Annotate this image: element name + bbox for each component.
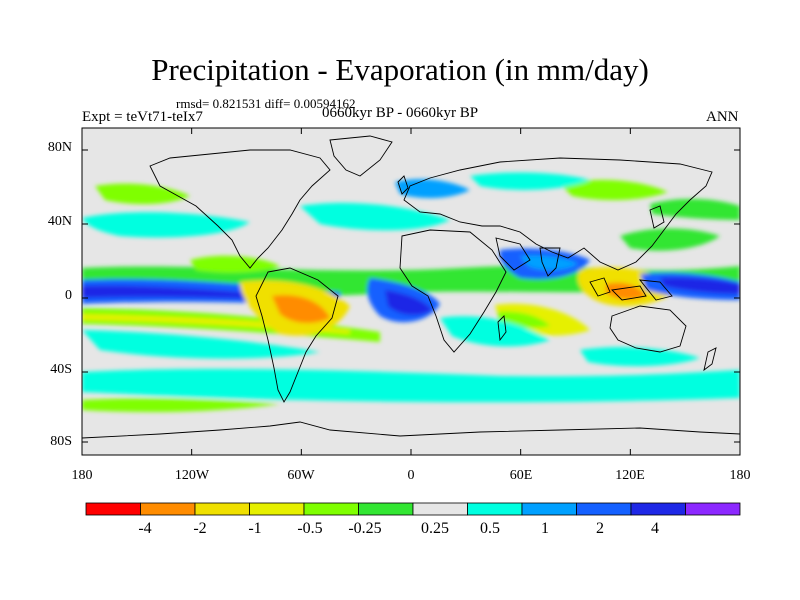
lon-label-180w: 180 bbox=[71, 468, 93, 483]
colorbar bbox=[85, 502, 741, 516]
lat-label-40s: 40S bbox=[50, 362, 72, 377]
coastlines bbox=[82, 135, 740, 439]
period-label: 0660kyr BP - 0660kyr BP bbox=[322, 105, 479, 121]
colorbar-label: 2 bbox=[596, 520, 604, 537]
plot-title: Precipitation - Evaporation (in mm/day) bbox=[151, 52, 649, 87]
colorbar-label: -0.25 bbox=[348, 520, 382, 537]
colorbar-swatch bbox=[412, 502, 468, 516]
colorbar-swatch bbox=[85, 502, 141, 516]
lon-label-0: 0 bbox=[407, 468, 415, 483]
lon-label-180e: 180 bbox=[729, 468, 751, 483]
colorbar-swatch bbox=[249, 502, 305, 516]
colorbar-swatch bbox=[576, 502, 632, 516]
colorbar-label: 4 bbox=[651, 520, 659, 537]
colorbar-swatch bbox=[140, 502, 196, 516]
lon-label-60w: 60W bbox=[287, 468, 315, 483]
colorbar-label: 0.25 bbox=[421, 520, 449, 537]
lon-label-120e: 120E bbox=[615, 468, 645, 483]
colorbar-label: 0.5 bbox=[480, 520, 500, 537]
colorbar-swatch bbox=[194, 502, 250, 516]
lat-label-80s: 80S bbox=[50, 434, 72, 449]
colorbar-swatch bbox=[467, 502, 523, 516]
lat-label-80n: 80N bbox=[47, 140, 72, 155]
colorbar-label: -2 bbox=[193, 520, 207, 537]
lat-label-40n: 40N bbox=[47, 214, 72, 229]
axis-ticks bbox=[81, 128, 741, 455]
colorbar-label: -0.5 bbox=[297, 520, 323, 537]
lon-label-120w: 120W bbox=[174, 468, 210, 483]
colorbar-label: 1 bbox=[541, 520, 549, 537]
colorbar-label: -4 bbox=[138, 520, 152, 537]
experiment-label: Expt = teVt71-teIx7 bbox=[82, 109, 203, 125]
colorbar-swatch bbox=[303, 502, 359, 516]
season-label: ANN bbox=[706, 109, 739, 125]
colorbar-swatch bbox=[358, 502, 414, 516]
colorbar-label: -1 bbox=[248, 520, 262, 537]
colorbar-swatch bbox=[521, 502, 577, 516]
colorbar-swatch bbox=[685, 502, 741, 516]
lon-label-60e: 60E bbox=[509, 468, 533, 483]
lat-label-0: 0 bbox=[65, 288, 72, 303]
colorbar-swatch bbox=[630, 502, 686, 516]
stats-text: rmsd= 0.821531 diff= 0.00594162 bbox=[176, 96, 356, 111]
